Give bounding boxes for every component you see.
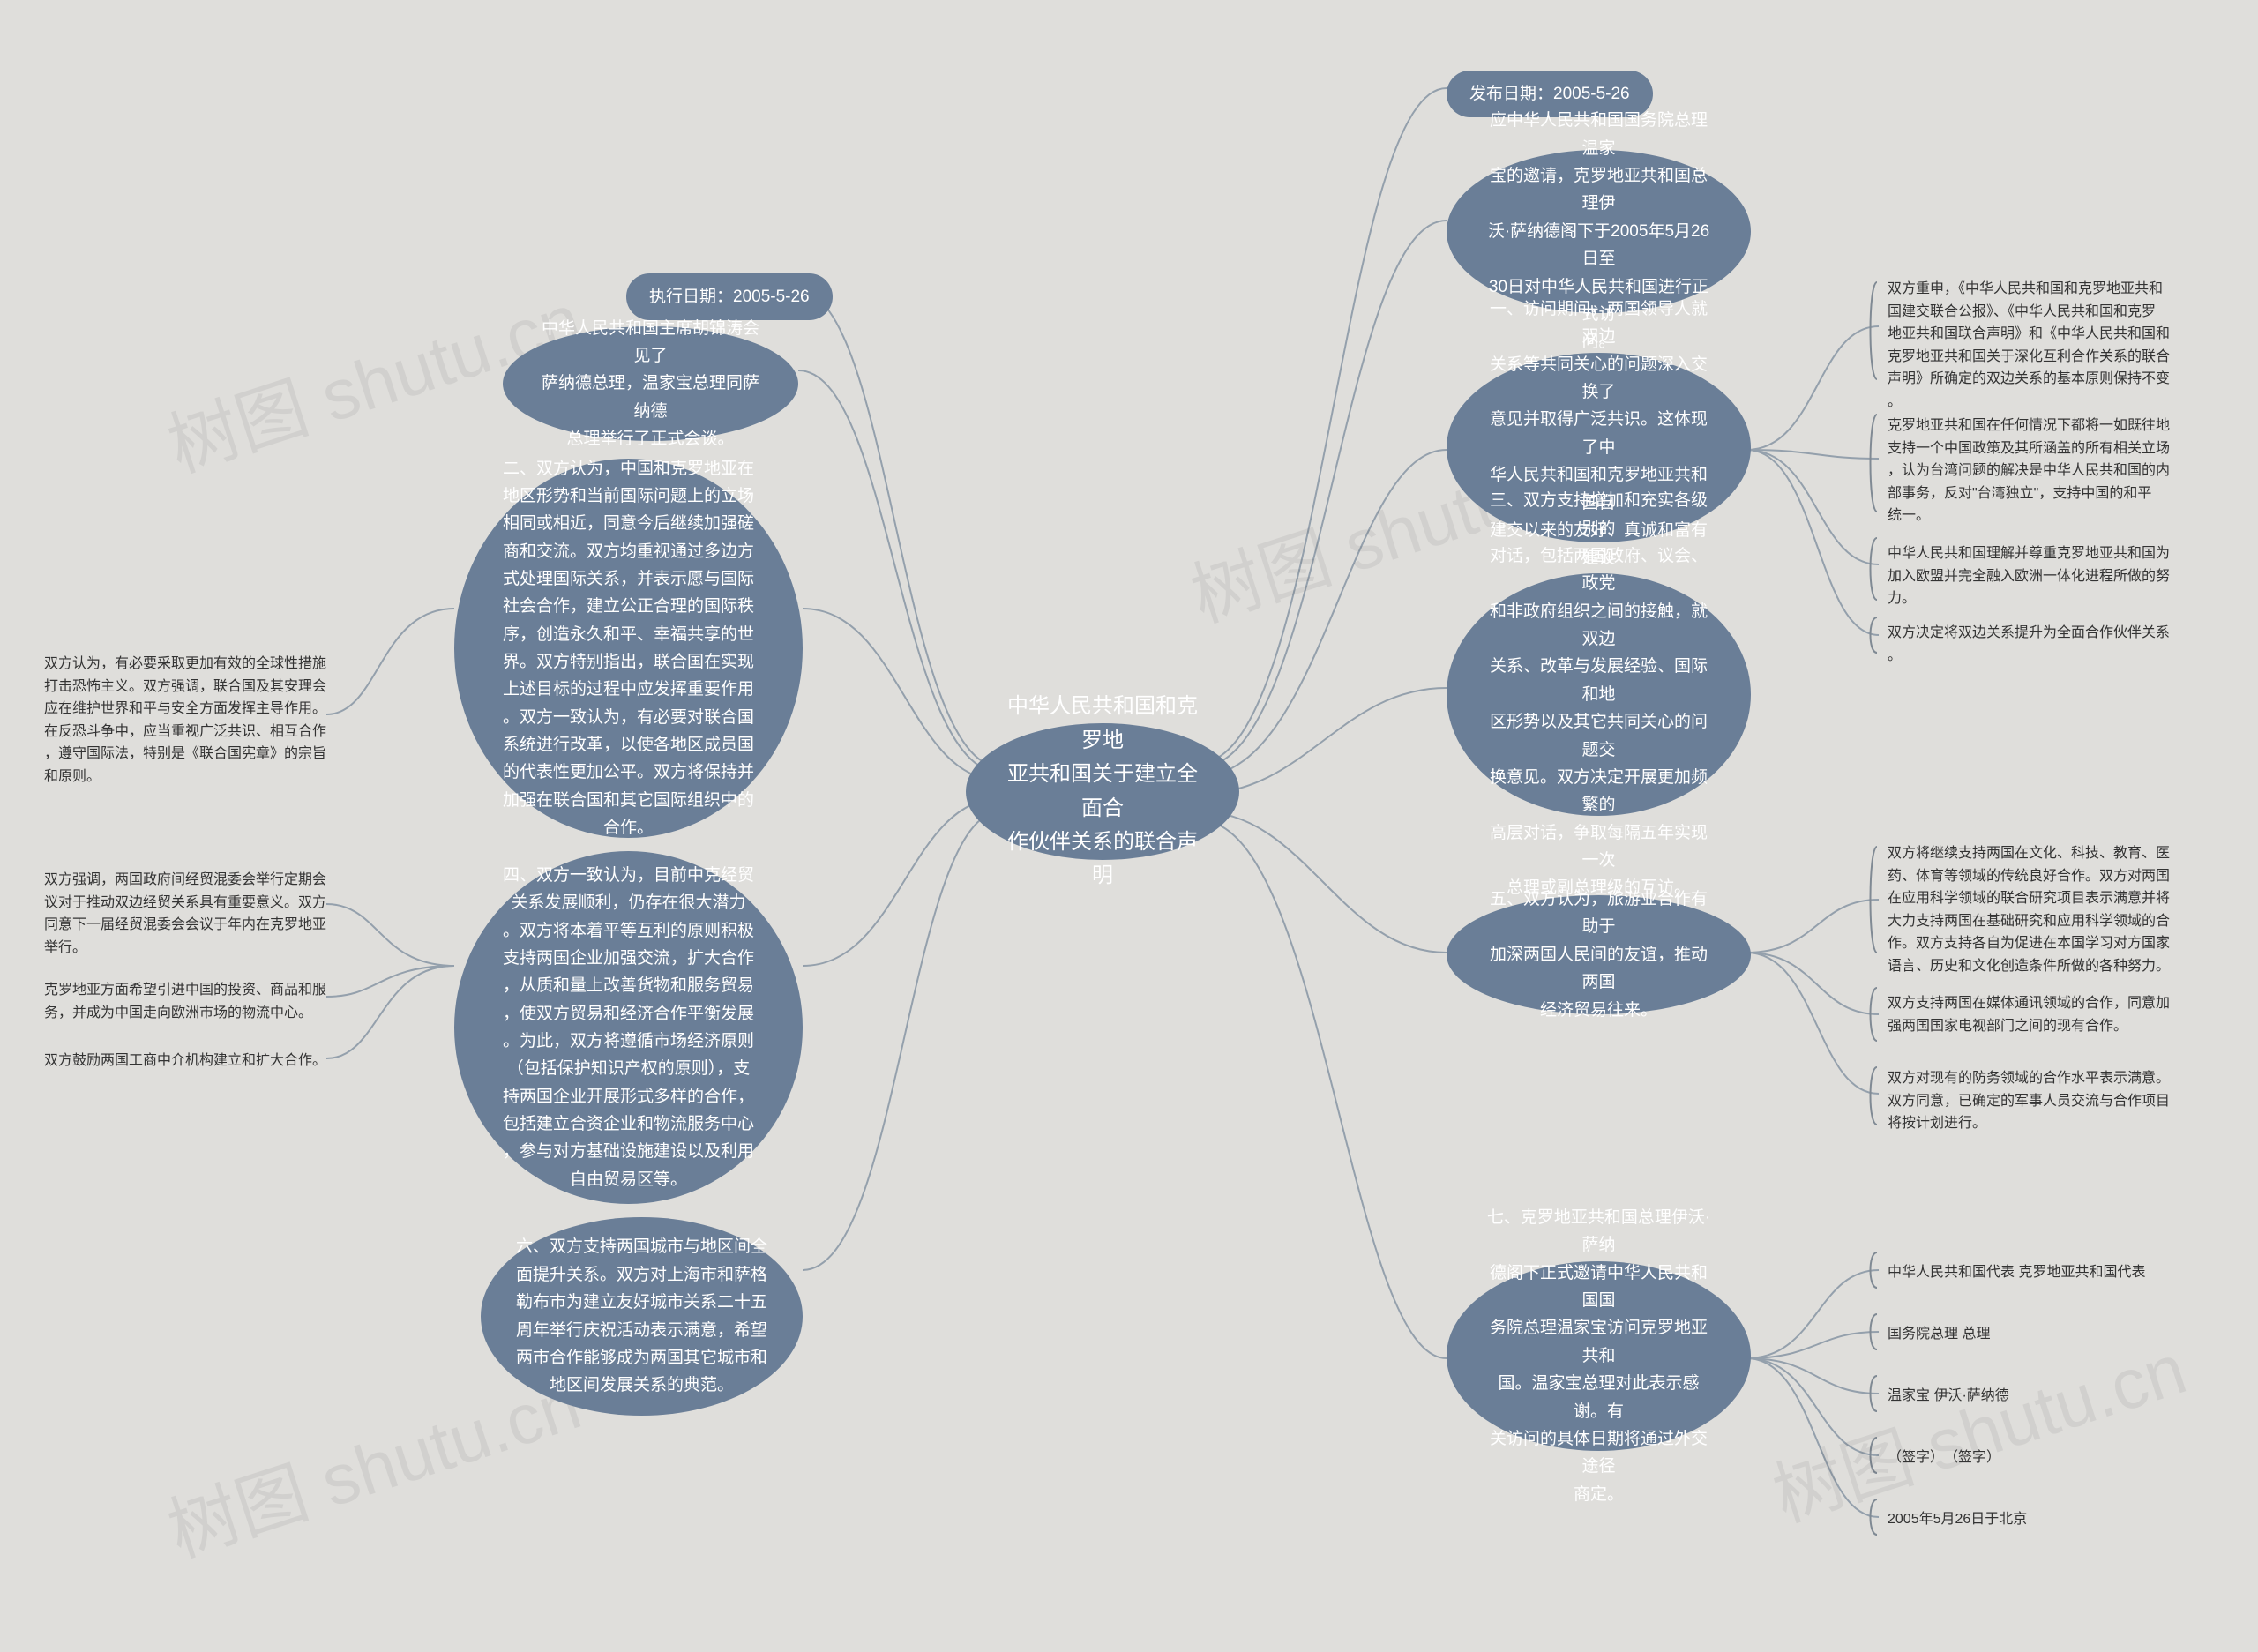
sec7-label: 七、克罗地亚共和国总理伊沃·萨纳德阁下正式邀请中华人民共和国国务院总理温家宝访问… xyxy=(1482,1204,1716,1508)
sec5-leaf-0: 双方将继续支持两国在文化、科技、教育、医药、体育等领域的传统良好合作。双方对两国… xyxy=(1888,842,2201,978)
sec1-leaf-2: 中华人民共和国理解并尊重克罗地亚共和国为加入欧盟并完全融入欧洲一体化进程所做的努… xyxy=(1888,542,2201,610)
sec2-label: 二、双方认为，中国和克罗地亚在地区形势和当前国际问题上的立场相同或相近，同意今后… xyxy=(503,455,754,842)
sec1-leaf-3: 双方决定将双边关系提升为全面合作伙伴关系。 xyxy=(1888,622,2201,667)
sec5-node: 五、双方认为，旅游业合作有助于加深两国人民间的友谊，推动两国经济贸易往来。 xyxy=(1447,895,1751,1014)
sec7-leaf-0: 中华人民共和国代表 克罗地亚共和国代表 xyxy=(1888,1261,2201,1284)
sec5-label: 五、双方认为，旅游业合作有助于加深两国人民间的友谊，推动两国经济贸易往来。 xyxy=(1482,886,1716,1024)
sec6-label: 六、双方支持两国城市与地区间全面提升关系。双方对上海市和萨格勒布市为建立友好城市… xyxy=(516,1233,767,1399)
exec-date-label: 执行日期：2005-5-26 xyxy=(649,288,810,306)
sec7-leaf-2: 温家宝 伊沃·萨纳德 xyxy=(1888,1385,2201,1408)
pub-date-label: 发布日期：2005-5-26 xyxy=(1469,85,1630,103)
sec6-node: 六、双方支持两国城市与地区间全面提升关系。双方对上海市和萨格勒布市为建立友好城市… xyxy=(481,1217,803,1416)
sec3-node: 三、双方支持增加和充实各级别的对话，包括两国政府、议会、政党和非政府组织之间的接… xyxy=(1447,573,1751,816)
sec1-leaf-1: 克罗地亚共和国在任何情况下都将一如既往地支持一个中国政策及其所涵盖的所有相关立场… xyxy=(1888,415,2201,527)
mindmap-canvas: 树图 shutu.cn 树图 shutu.cn 树图 shutu.cn 树图 s… xyxy=(0,0,2258,1652)
center-label: 中华人民共和国和克罗地亚共和国关于建立全面合作伙伴关系的联合声明 xyxy=(998,690,1208,893)
sec5-leaf-1: 双方支持两国在媒体通讯领域的合作，同意加强两国国家电视部门之间的现有合作。 xyxy=(1888,992,2201,1037)
sec4-node: 四、双方一致认为，目前中克经贸关系发展顺利，仍存在很大潜力。双方将本着平等互利的… xyxy=(454,851,803,1204)
sec7-leaf-3: （签字） （签字） xyxy=(1888,1446,2201,1469)
sec2-leaf: 双方认为，有必要采取更加有效的全球性措施打击恐怖主义。双方强调，联合国及其安理会… xyxy=(44,653,348,789)
meet-label: 中华人民共和国主席胡锦涛会见了萨纳德总理，温家宝总理同萨纳德总理举行了正式会谈。 xyxy=(538,315,763,453)
sec3-label: 三、双方支持增加和充实各级别的对话，包括两国政府、议会、政党和非政府组织之间的接… xyxy=(1482,487,1716,901)
sec5-leaf-2: 双方对现有的防务领域的合作水平表示满意。双方同意，已确定的军事人员交流与合作项目… xyxy=(1888,1067,2201,1135)
sec4-leaf-1: 克罗地亚方面希望引进中国的投资、商品和服务，并成为中国走向欧洲市场的物流中心。 xyxy=(44,979,348,1024)
center-node: 中华人民共和国和克罗地亚共和国关于建立全面合作伙伴关系的联合声明 xyxy=(966,723,1239,860)
sec2-node: 二、双方认为，中国和克罗地亚在地区形势和当前国际问题上的立场相同或相近，同意今后… xyxy=(454,459,803,838)
sec4-label: 四、双方一致认为，目前中克经贸关系发展顺利，仍存在很大潜力。双方将本着平等互利的… xyxy=(503,862,754,1193)
sec7-leaf-4: 2005年5月26日于北京 xyxy=(1888,1508,2201,1531)
sec7-node: 七、克罗地亚共和国总理伊沃·萨纳德阁下正式邀请中华人民共和国国务院总理温家宝访问… xyxy=(1447,1261,1751,1451)
sec1-leaf-0: 双方重申，《中华人民共和国和克罗地亚共和国建交联合公报》、《中华人民共和国和克罗… xyxy=(1888,278,2201,414)
meet-node: 中华人民共和国主席胡锦涛会见了萨纳德总理，温家宝总理同萨纳德总理举行了正式会谈。 xyxy=(503,326,798,441)
intro-node: 应中华人民共和国国务院总理温家宝的邀请，克罗地亚共和国总理伊沃·萨纳德阁下于20… xyxy=(1447,150,1751,313)
exec-date-node: 执行日期：2005-5-26 xyxy=(626,273,833,320)
sec7-leaf-1: 国务院总理 总理 xyxy=(1888,1323,2201,1346)
sec4-leaf-2: 双方鼓励两国工商中介机构建立和扩大合作。 xyxy=(44,1050,348,1073)
sec4-leaf-0: 双方强调，两国政府间经贸混委会举行定期会议对于推动双边经贸关系具有重要意义。双方… xyxy=(44,869,348,959)
